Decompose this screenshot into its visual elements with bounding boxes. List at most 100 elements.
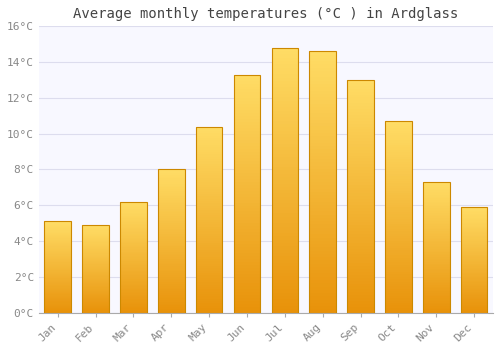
Bar — [461, 305, 487, 306]
Bar — [158, 209, 184, 211]
Bar — [234, 170, 260, 173]
Bar — [348, 275, 374, 278]
Bar — [385, 126, 411, 128]
Bar — [310, 130, 336, 133]
Bar — [348, 260, 374, 263]
Bar — [423, 190, 450, 192]
Bar — [158, 175, 184, 177]
Bar — [158, 200, 184, 202]
Bar — [461, 235, 487, 236]
Bar — [423, 311, 450, 313]
Bar — [385, 231, 411, 234]
Bar — [423, 306, 450, 308]
Bar — [234, 226, 260, 229]
Bar — [82, 291, 109, 292]
Bar — [120, 202, 146, 313]
Bar — [310, 211, 336, 215]
Bar — [158, 178, 184, 180]
Bar — [272, 296, 298, 299]
Bar — [461, 231, 487, 232]
Bar — [120, 224, 146, 225]
Bar — [120, 274, 146, 275]
Bar — [272, 68, 298, 71]
Bar — [423, 200, 450, 202]
Bar — [120, 229, 146, 231]
Bar — [196, 296, 222, 299]
Bar — [234, 232, 260, 235]
Bar — [120, 264, 146, 266]
Bar — [423, 218, 450, 219]
Bar — [385, 200, 411, 203]
Bar — [234, 191, 260, 194]
Bar — [120, 214, 146, 216]
Bar — [461, 210, 487, 211]
Bar — [44, 224, 71, 225]
Bar — [385, 128, 411, 131]
Bar — [461, 230, 487, 231]
Bar — [158, 248, 184, 250]
Bar — [44, 285, 71, 286]
Bar — [423, 236, 450, 238]
Bar — [385, 281, 411, 284]
Bar — [310, 97, 336, 100]
Bar — [272, 167, 298, 170]
Bar — [461, 302, 487, 303]
Bar — [196, 261, 222, 264]
Bar — [385, 296, 411, 298]
Bar — [385, 121, 411, 124]
Bar — [272, 183, 298, 187]
Bar — [120, 249, 146, 250]
Bar — [234, 194, 260, 197]
Bar — [423, 208, 450, 210]
Bar — [385, 291, 411, 294]
Bar — [385, 157, 411, 160]
Bar — [385, 121, 411, 313]
Bar — [348, 94, 374, 97]
Bar — [120, 272, 146, 274]
Bar — [423, 211, 450, 213]
Bar — [310, 189, 336, 192]
Bar — [385, 143, 411, 145]
Bar — [385, 186, 411, 188]
Bar — [461, 311, 487, 313]
Bar — [461, 290, 487, 292]
Bar — [348, 266, 374, 269]
Bar — [461, 268, 487, 269]
Bar — [44, 252, 71, 253]
Bar — [44, 295, 71, 297]
Bar — [423, 293, 450, 295]
Bar — [461, 218, 487, 219]
Bar — [385, 224, 411, 226]
Bar — [82, 288, 109, 289]
Bar — [234, 301, 260, 304]
Bar — [461, 293, 487, 294]
Bar — [44, 306, 71, 307]
Bar — [82, 279, 109, 280]
Bar — [423, 268, 450, 270]
Bar — [120, 307, 146, 308]
Bar — [234, 75, 260, 78]
Bar — [234, 84, 260, 86]
Bar — [44, 235, 71, 236]
Bar — [82, 241, 109, 243]
Bar — [423, 244, 450, 246]
Bar — [348, 150, 374, 153]
Bar — [310, 146, 336, 149]
Bar — [385, 226, 411, 229]
Bar — [82, 240, 109, 241]
Bar — [272, 303, 298, 306]
Bar — [196, 301, 222, 303]
Bar — [348, 97, 374, 100]
Bar — [385, 306, 411, 308]
Bar — [82, 262, 109, 263]
Bar — [44, 262, 71, 264]
Bar — [423, 267, 450, 268]
Bar — [44, 282, 71, 283]
Bar — [423, 288, 450, 290]
Bar — [461, 294, 487, 295]
Bar — [82, 225, 109, 226]
Bar — [461, 244, 487, 245]
Bar — [423, 224, 450, 226]
Bar — [196, 208, 222, 210]
Bar — [272, 203, 298, 207]
